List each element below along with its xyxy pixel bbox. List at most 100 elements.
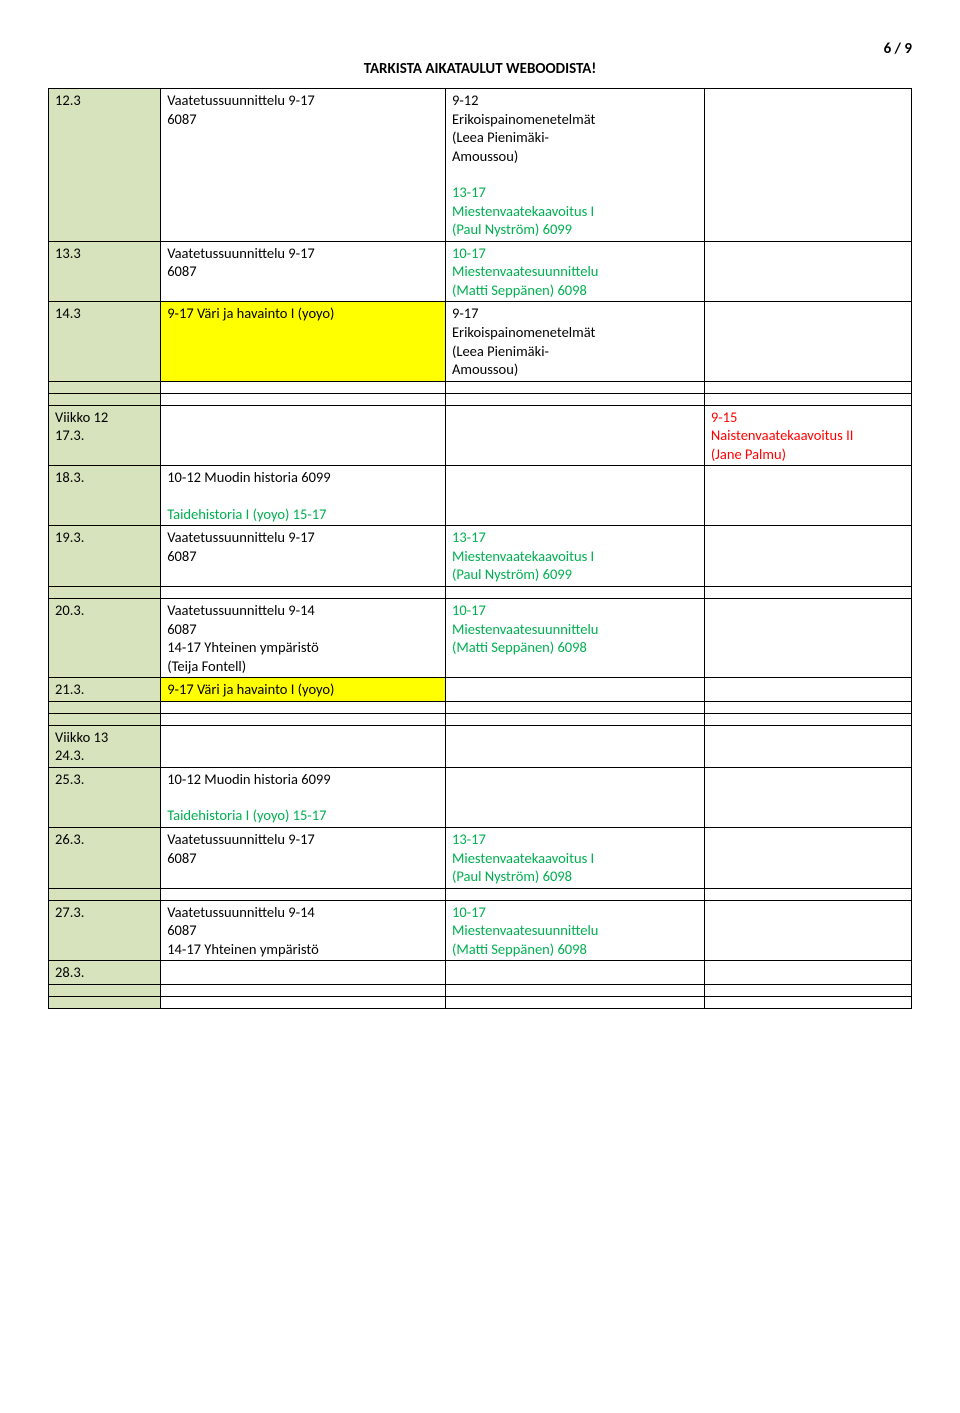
table-row: 13.3 Vaatetussuunnittelu 9-17 6087 10-17… [49, 241, 912, 302]
cell: 9-12 Erikoispainomenetelmät (Leea Pienim… [445, 89, 704, 242]
cell [704, 961, 911, 985]
text: Miestenvaatekaavoitus I [452, 202, 594, 220]
cell [49, 587, 161, 599]
cell: 10-17 Miestenvaatesuunnittelu (Matti Sep… [445, 599, 704, 678]
table-row [49, 984, 912, 996]
cell [161, 713, 446, 725]
cell [445, 767, 704, 827]
cell: 10-17 Miestenvaatesuunnittelu (Matti Sep… [445, 241, 704, 302]
cell [704, 393, 911, 405]
cell [704, 526, 911, 587]
cell [704, 302, 911, 381]
table-row [49, 996, 912, 1008]
text: Taidehistoria I (yoyo) 15-17 [167, 505, 326, 523]
cell [704, 599, 911, 678]
text: 6087 [167, 262, 196, 280]
text: Amoussou) [452, 360, 518, 378]
cell: 9-15 Naistenvaatekaavoitus II (Jane Palm… [704, 405, 911, 466]
cell [445, 587, 704, 599]
text: (Paul Nyström) 6098 [452, 867, 572, 885]
text: (Paul Nyström) 6099 [452, 565, 572, 583]
text: Vaatetussuunnittelu 9-14 [167, 601, 315, 619]
cell [161, 587, 446, 599]
week-cell: Viikko 12 17.3. [49, 405, 161, 466]
table-row: 28.3. [49, 961, 912, 985]
cell [161, 984, 446, 996]
cell [445, 996, 704, 1008]
cell [161, 701, 446, 713]
cell [49, 381, 161, 393]
date-cell: 26.3. [49, 827, 161, 888]
cell: Vaatetussuunnittelu 9-17 6087 [161, 89, 446, 242]
cell: Vaatetussuunnittelu 9-17 6087 [161, 526, 446, 587]
cell [49, 701, 161, 713]
text: 10-12 Muodin historia 6099 [167, 770, 330, 788]
cell [161, 405, 446, 466]
text: Miestenvaatekaavoitus I [452, 547, 594, 565]
cell [445, 466, 704, 526]
text: 10-17 [452, 903, 486, 921]
table-row: 14.3 9-17 Väri ja havainto I (yoyo) 9-17… [49, 302, 912, 381]
text: 9-17 [452, 304, 479, 322]
cell [704, 767, 911, 827]
text: Vaatetussuunnittelu 9-14 [167, 903, 315, 921]
cell [49, 393, 161, 405]
text: 6087 [167, 620, 196, 638]
date-cell: 19.3. [49, 526, 161, 587]
date-cell: 18.3. [49, 466, 161, 526]
cell [445, 701, 704, 713]
table-row: 18.3. 10-12 Muodin historia 6099 Taidehi… [49, 466, 912, 526]
text: (Paul Nyström) 6099 [452, 220, 572, 238]
text: (Matti Seppänen) 6098 [452, 281, 587, 299]
cell: 13-17 Miestenvaatekaavoitus I (Paul Nyst… [445, 526, 704, 587]
cell [161, 996, 446, 1008]
page-header: TARKISTA AIKATAULUT WEBOODISTA! [48, 60, 912, 78]
cell [445, 725, 704, 767]
date-cell: 12.3 [49, 89, 161, 242]
cell [704, 900, 911, 961]
page-number: 6 / 9 [48, 40, 912, 58]
text: 6087 [167, 921, 196, 939]
date-cell: 25.3. [49, 767, 161, 827]
date-cell: 13.3 [49, 241, 161, 302]
cell [704, 996, 911, 1008]
table-row [49, 888, 912, 900]
cell [704, 827, 911, 888]
text: 6087 [167, 547, 196, 565]
table-row: Viikko 12 17.3. 9-15 Naistenvaatekaavoit… [49, 405, 912, 466]
table-row: Viikko 13 24.3. [49, 725, 912, 767]
cell [704, 701, 911, 713]
cell [161, 381, 446, 393]
table-row [49, 393, 912, 405]
cell [704, 241, 911, 302]
cell: Vaatetussuunnittelu 9-14 6087 14-17 Yhte… [161, 599, 446, 678]
table-row [49, 701, 912, 713]
cell [445, 888, 704, 900]
cell: Vaatetussuunnittelu 9-14 6087 14-17 Yhte… [161, 900, 446, 961]
text: (Leea Pienimäki- [452, 128, 549, 146]
table-row: 25.3. 10-12 Muodin historia 6099 Taidehi… [49, 767, 912, 827]
text: Erikoispainomenetelmät [452, 110, 595, 128]
cell [704, 381, 911, 393]
cell [445, 678, 704, 702]
text: Vaatetussuunnittelu 9-17 [167, 528, 315, 546]
week-cell: Viikko 13 24.3. [49, 725, 161, 767]
cell: 10-17 Miestenvaatesuunnittelu (Matti Sep… [445, 900, 704, 961]
cell [704, 89, 911, 242]
cell [445, 961, 704, 985]
table-row: 21.3. 9-17 Väri ja havainto I (yoyo) [49, 678, 912, 702]
text: Miestenvaatesuunnittelu [452, 262, 598, 280]
text: (Matti Seppänen) 6098 [452, 940, 587, 958]
cell [704, 725, 911, 767]
text: Miestenvaatesuunnittelu [452, 921, 598, 939]
date-cell: 20.3. [49, 599, 161, 678]
cell: Vaatetussuunnittelu 9-17 6087 [161, 827, 446, 888]
text: 13-17 [452, 830, 486, 848]
text: Vaatetussuunnittelu 9-17 [167, 830, 315, 848]
schedule-table: 12.3 Vaatetussuunnittelu 9-17 6087 9-12 … [48, 88, 912, 1009]
cell: 9-17 Erikoispainomenetelmät (Leea Pienim… [445, 302, 704, 381]
cell [445, 713, 704, 725]
text: Amoussou) [452, 147, 518, 165]
table-row [49, 713, 912, 725]
cell [161, 725, 446, 767]
